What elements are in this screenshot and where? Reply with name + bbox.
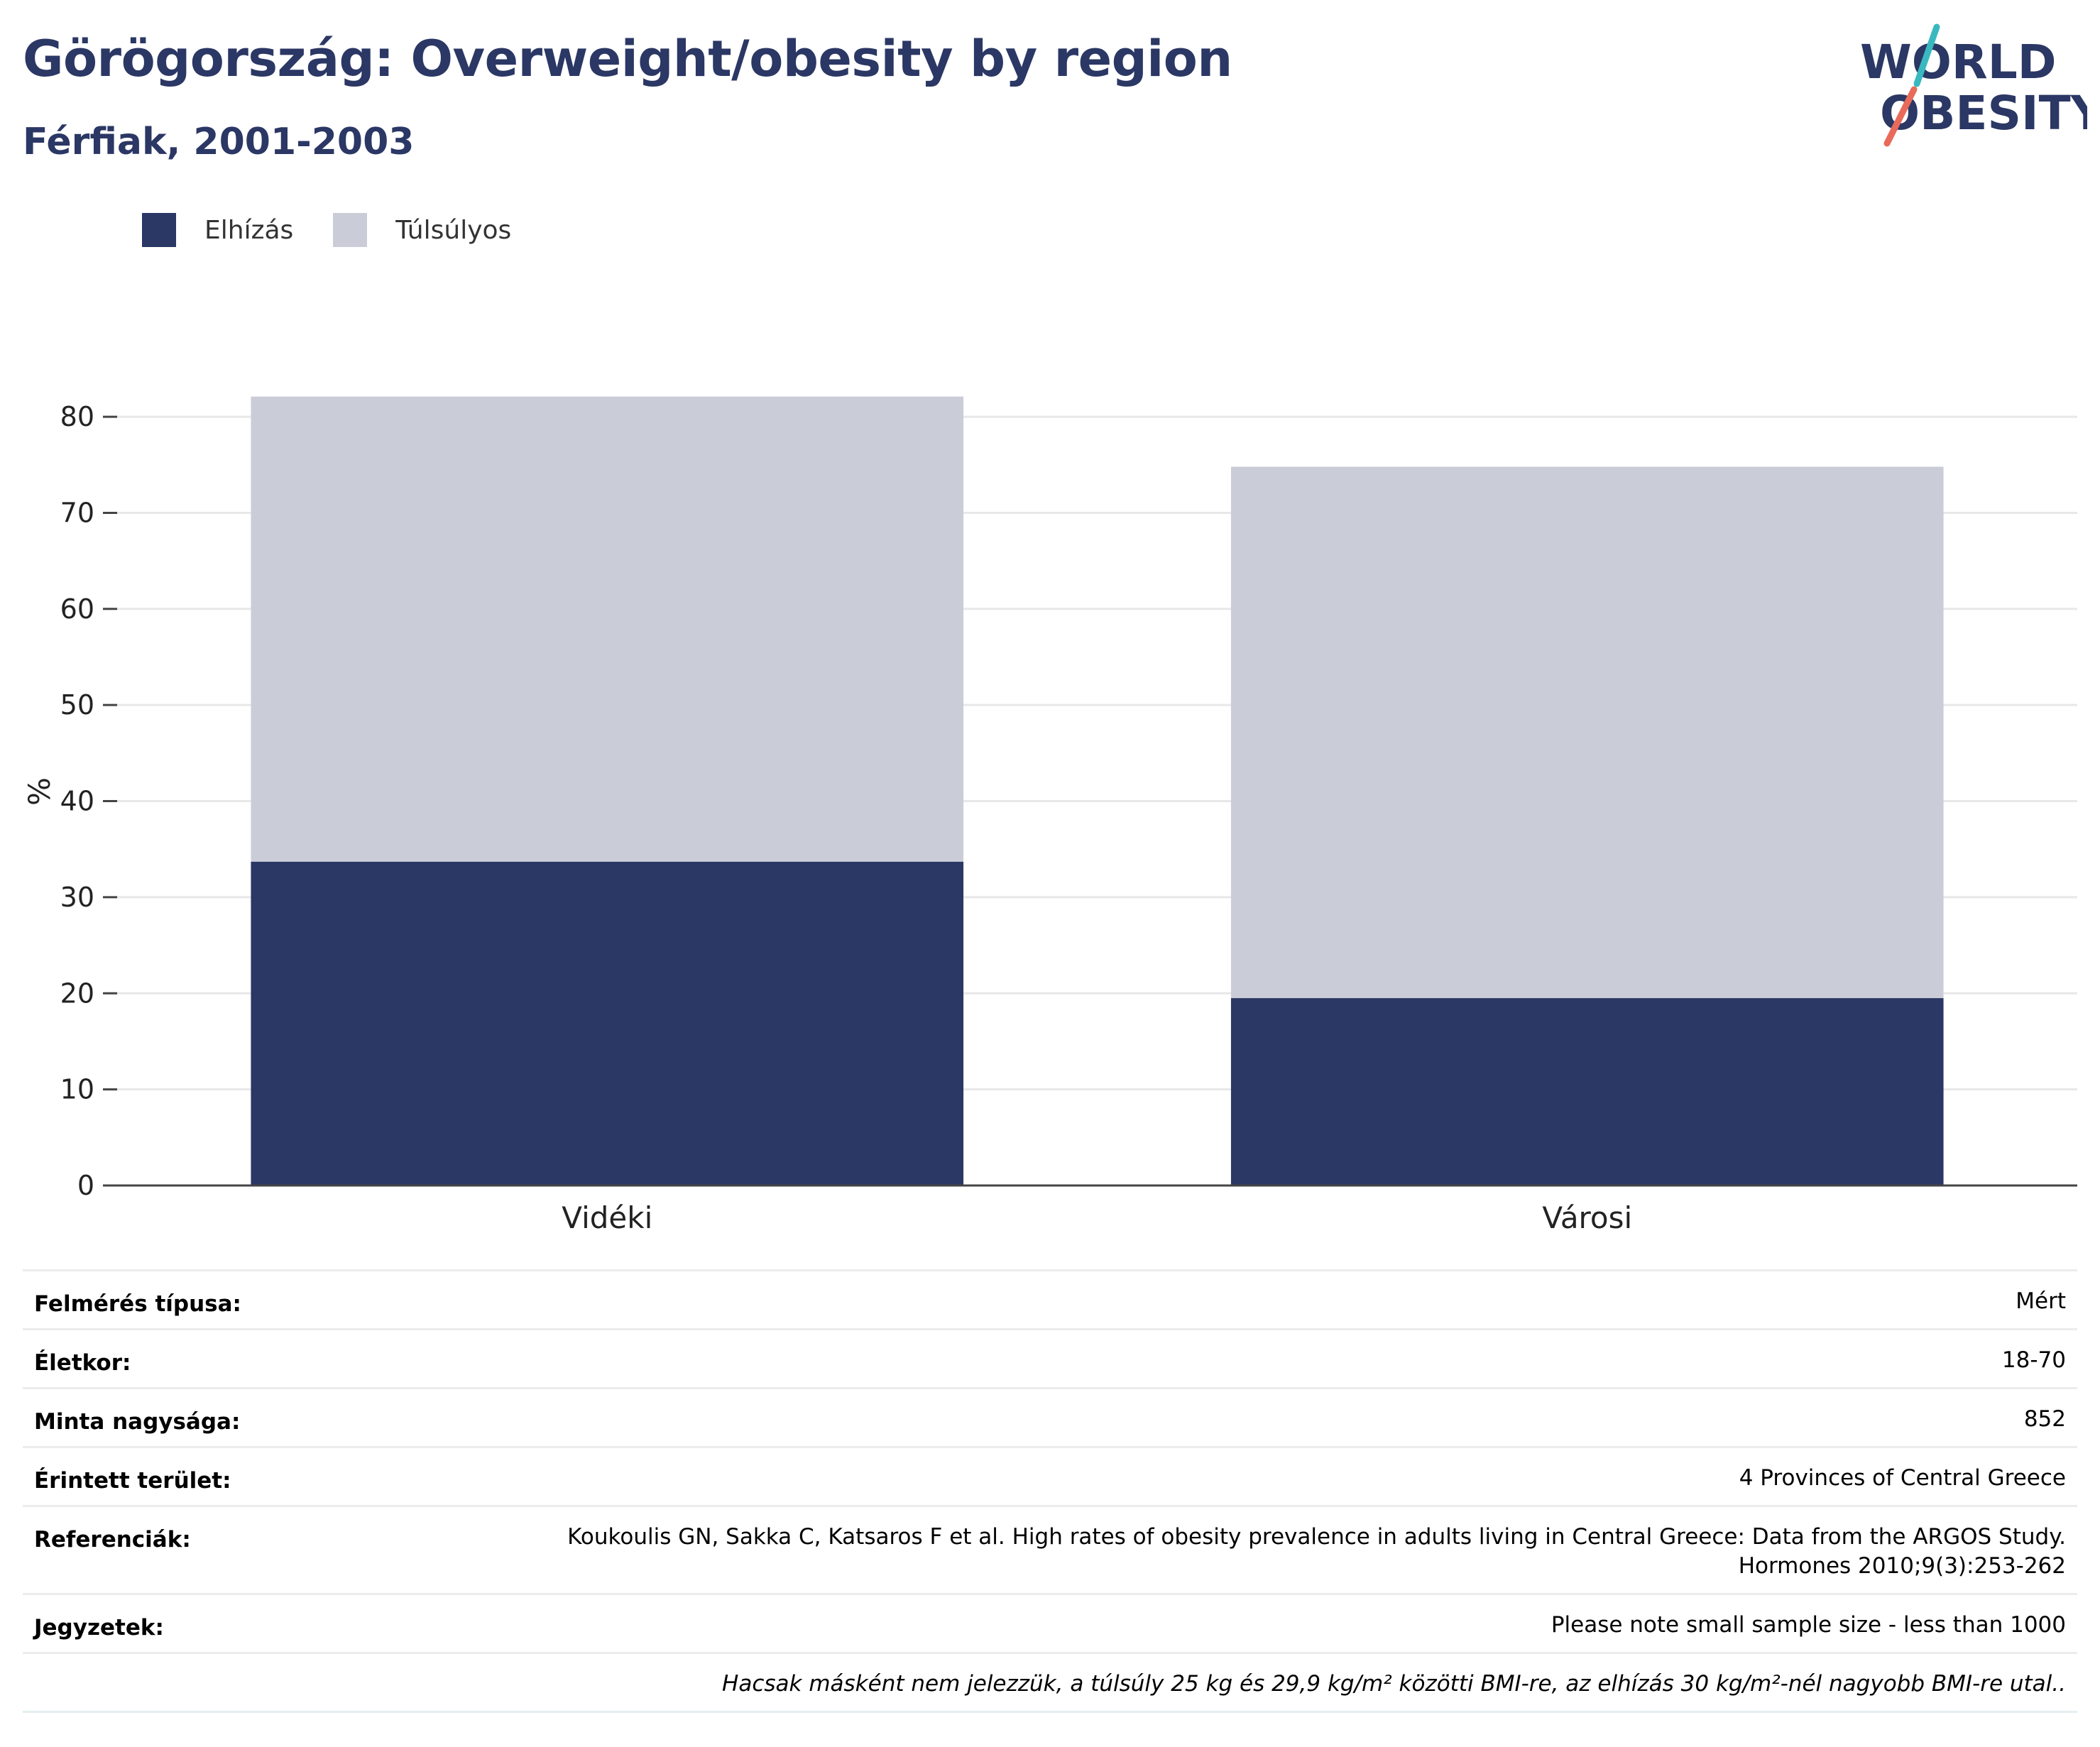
info-row-sample-size: Minta nagysága: 852	[23, 1387, 2077, 1446]
info-value: Koukoulis GN, Sakka C, Katsaros F et al.…	[567, 1524, 2066, 1579]
chart-legend: Elhízás Túlsúlyos	[142, 210, 551, 250]
y-tick-label: 60	[60, 593, 94, 625]
info-row-area: Érintett terület: 4 Provinces of Central…	[23, 1446, 2077, 1505]
y-tick-label: 80	[60, 401, 94, 432]
survey-info-table: Felmérés típusa: Mért Életkor: 18-70 Min…	[23, 1269, 2077, 1713]
info-value: 852	[2023, 1406, 2066, 1432]
y-tick-label: 70	[60, 497, 94, 528]
chart-subtitle: Férfiak, 2001-2003	[23, 121, 415, 163]
legend-label-obesity: Elhízás	[204, 215, 294, 245]
world-obesity-logo: WORLD OBESITY	[1860, 23, 2087, 147]
x-tick-label: Városi	[1542, 1200, 1632, 1235]
info-row-age: Életkor: 18-70	[23, 1328, 2077, 1387]
legend-label-overweight: Túlsúlyos	[395, 215, 512, 245]
bar-obesity	[1230, 998, 1944, 1185]
y-tick-label: 50	[60, 689, 94, 721]
stacked-bar-chart: 0 10 20 30 40 50 60 70 80% Vidéki Városi	[22, 396, 2077, 1235]
legend-item-obesity[interactable]: Elhízás	[142, 213, 293, 247]
legend-swatch-obesity	[142, 213, 176, 247]
y-tick-label: 40	[60, 786, 94, 817]
info-label: Életkor:	[34, 1350, 131, 1376]
info-label: Érintett terület:	[34, 1468, 231, 1494]
y-tick-label: 0	[77, 1170, 94, 1201]
info-row-notes: Jegyzetek: Please note small sample size…	[23, 1593, 2077, 1652]
legend-item-overweight[interactable]: Túlsúlyos	[333, 213, 511, 247]
info-value: Mért	[2016, 1288, 2066, 1314]
info-label: Jegyzetek:	[34, 1615, 164, 1641]
y-tick-label: 30	[60, 882, 94, 913]
legend-swatch-overweight	[333, 213, 368, 247]
bar-obesity	[251, 861, 964, 1185]
bar-overweight	[251, 396, 964, 862]
info-value: 18-70	[2001, 1347, 2066, 1373]
info-footnote: Hacsak másként nem jelezzük, a túlsúly 2…	[23, 1652, 2077, 1713]
y-axis-label: %	[22, 777, 57, 806]
y-tick-label: 20	[60, 977, 94, 1009]
info-label: Felmérés típusa:	[34, 1291, 241, 1317]
y-tick-label: 10	[60, 1074, 94, 1105]
info-label: Referenciák:	[34, 1527, 191, 1552]
info-value: 4 Provinces of Central Greece	[1739, 1465, 2066, 1491]
info-label: Minta nagysága:	[34, 1409, 241, 1435]
x-tick-label: Vidéki	[562, 1200, 652, 1235]
bar-overweight	[1230, 466, 1944, 999]
info-row-references: Referenciák: Koukoulis GN, Sakka C, Kats…	[23, 1505, 2077, 1593]
footnote-text: Hacsak másként nem jelezzük, a túlsúly 2…	[722, 1671, 2066, 1697]
info-value: Please note small sample size - less tha…	[1551, 1612, 2066, 1638]
chart-title: Görögország: Overweight/obesity by regio…	[23, 30, 1232, 88]
info-row-survey-type: Felmérés típusa: Mért	[23, 1269, 2077, 1328]
svg-text:WORLD: WORLD	[1860, 35, 2057, 89]
